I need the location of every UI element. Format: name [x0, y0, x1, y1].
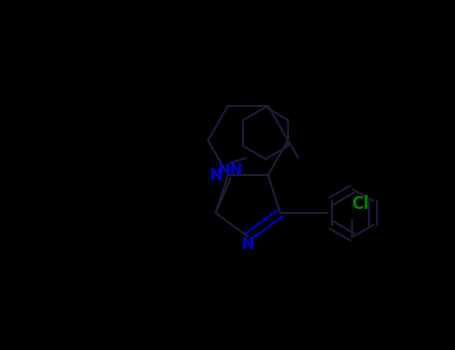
Text: N: N	[210, 168, 222, 182]
Text: HN: HN	[218, 162, 243, 177]
Text: Cl: Cl	[351, 195, 369, 213]
Text: N: N	[242, 237, 254, 252]
